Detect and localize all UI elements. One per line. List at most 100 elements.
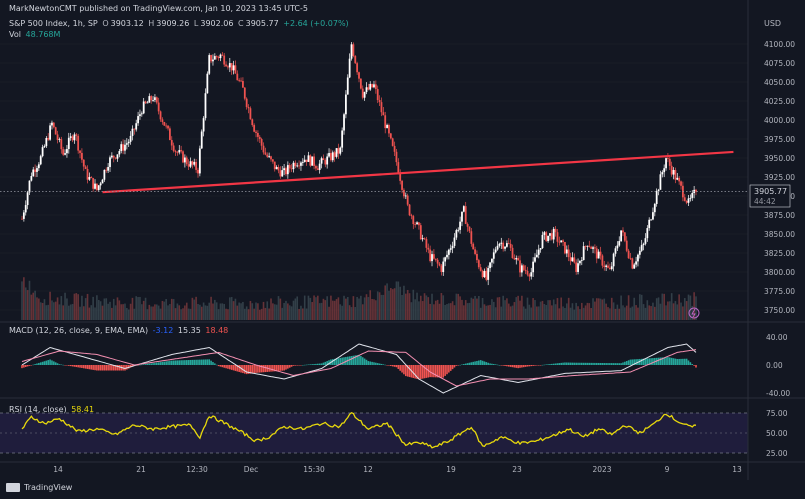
macd-hist-bar bbox=[479, 360, 482, 365]
volume-bar bbox=[180, 309, 182, 320]
volume-bar bbox=[279, 298, 282, 320]
volume-bar bbox=[629, 307, 632, 320]
candle-body bbox=[461, 211, 463, 222]
volume-bar bbox=[354, 307, 357, 320]
candle-body bbox=[592, 247, 594, 249]
volume-bar bbox=[184, 305, 186, 320]
trendline[interactable] bbox=[102, 150, 734, 194]
macd-hist-bar bbox=[174, 360, 177, 365]
macd-hist-bar bbox=[689, 362, 692, 365]
volume-bar bbox=[258, 309, 261, 320]
macd-hist-bar bbox=[449, 365, 452, 371]
macd-hist-bar bbox=[631, 359, 634, 365]
macd-hist-bar bbox=[665, 357, 667, 365]
macd-hist-bar bbox=[302, 365, 304, 366]
time-tick: 9 bbox=[665, 465, 670, 474]
macd-hist-bar bbox=[474, 361, 476, 365]
volume-bar bbox=[56, 297, 59, 320]
macd-hist-bar bbox=[552, 363, 555, 365]
macd-hist-bar bbox=[176, 360, 179, 365]
volume-bar bbox=[401, 294, 403, 320]
macd-hist-bar bbox=[75, 365, 78, 368]
macd-hist-bar bbox=[358, 354, 360, 365]
candle-body bbox=[294, 162, 297, 167]
candle-body bbox=[344, 94, 347, 115]
volume-bar bbox=[71, 304, 74, 320]
volume-bar bbox=[517, 295, 519, 320]
time-axis[interactable]: 14 21 12:30 Dec 15:30 12 19 23 2023 9 13 bbox=[53, 465, 742, 474]
candle-body bbox=[545, 232, 548, 242]
price-axis[interactable]: 4100.00 4075.00 4050.00 4025.00 4000.00 3975.… bbox=[764, 40, 795, 315]
volume-bar bbox=[472, 298, 475, 320]
volume-bar bbox=[236, 305, 239, 320]
macd-hist-bar bbox=[257, 365, 259, 373]
candle-body bbox=[187, 164, 190, 167]
candle-body bbox=[522, 265, 525, 270]
volume-bar bbox=[566, 303, 568, 320]
macd-hist-bar bbox=[564, 362, 566, 365]
volume-bar bbox=[182, 308, 184, 320]
volume-bar bbox=[657, 297, 660, 320]
candle-body bbox=[191, 161, 194, 165]
volume-bar bbox=[526, 297, 529, 320]
volume-bar bbox=[603, 298, 606, 320]
volume-bar bbox=[573, 309, 576, 320]
candle-body bbox=[253, 125, 256, 132]
candle-body bbox=[84, 166, 87, 169]
macd-hist-bar bbox=[592, 362, 594, 365]
candle-body bbox=[315, 165, 317, 169]
macd-hist-bar bbox=[575, 362, 577, 365]
macd-hist-bar bbox=[36, 363, 38, 365]
macd-hist-bar bbox=[537, 365, 540, 366]
volume-bar bbox=[479, 307, 482, 320]
macd-hist-bar bbox=[112, 365, 115, 371]
macd-hist-bar bbox=[195, 359, 197, 365]
candle-body bbox=[603, 265, 606, 267]
macd-hist-bar bbox=[629, 359, 632, 365]
macd-hist-bar bbox=[225, 365, 227, 369]
candle-body bbox=[34, 169, 37, 172]
volume-bar bbox=[451, 301, 454, 320]
candle-body bbox=[165, 125, 168, 127]
macd-hist-bar bbox=[562, 362, 564, 365]
event-lightning-icon[interactable] bbox=[688, 307, 700, 319]
volume-bar bbox=[343, 295, 345, 320]
volume-bar bbox=[322, 298, 325, 320]
macd-legend[interactable]: MACD (12, 26, close, 9, EMA, EMA) -3.12 … bbox=[9, 326, 230, 335]
candle-body bbox=[599, 251, 602, 256]
volume-bar bbox=[491, 299, 493, 320]
macd-hist-bar bbox=[243, 365, 246, 374]
price-tick: 3750.00 bbox=[764, 306, 795, 315]
volume-bar bbox=[393, 288, 396, 320]
candle-body bbox=[161, 119, 164, 123]
macd-hist-bar bbox=[43, 361, 46, 365]
macd-hist-bar bbox=[513, 365, 516, 368]
volume-bar bbox=[569, 307, 572, 320]
candle-body bbox=[358, 72, 360, 79]
macd-hist-bar bbox=[683, 358, 686, 365]
volume-bar bbox=[388, 290, 390, 320]
price-tick: 4100.00 bbox=[764, 40, 795, 49]
volume-bar bbox=[618, 308, 621, 320]
volume-bar bbox=[461, 299, 463, 320]
macd-hist-bar bbox=[161, 361, 164, 365]
ohlc-legend[interactable]: S&P 500 Index, 1h, SP O 3903.12 H 3909.26 … bbox=[9, 19, 351, 28]
volume-bar bbox=[223, 303, 225, 320]
macd-hist-bar bbox=[234, 365, 237, 371]
candle-body bbox=[326, 156, 329, 165]
volume-bar bbox=[225, 308, 227, 320]
candle-body bbox=[307, 155, 310, 162]
candle-body bbox=[616, 245, 619, 249]
volume-bar bbox=[120, 304, 123, 320]
macd-hist-bar bbox=[165, 361, 167, 365]
rsi-legend[interactable]: RSI (14, close) 58.41 bbox=[9, 405, 96, 414]
volume-bar bbox=[277, 296, 280, 320]
volume-bar bbox=[247, 309, 250, 320]
macd-hist-bar bbox=[446, 365, 448, 375]
macd-hist-bar bbox=[90, 365, 93, 370]
candle-body bbox=[491, 258, 493, 263]
candle-body bbox=[292, 162, 295, 170]
volume-legend[interactable]: Vol 48.768M bbox=[9, 30, 62, 39]
macd-hist-bar bbox=[238, 365, 240, 372]
